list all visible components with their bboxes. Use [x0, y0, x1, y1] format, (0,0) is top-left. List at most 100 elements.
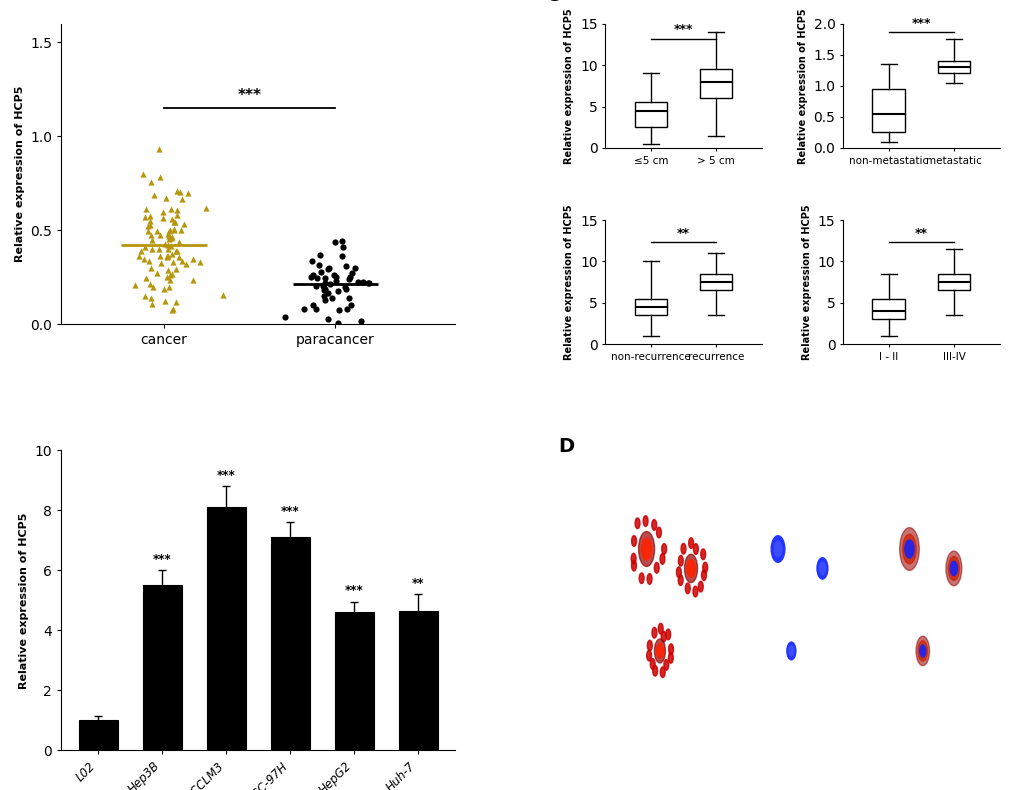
- Point: [311, 258, 327, 271]
- Point: [360, 276, 376, 289]
- Circle shape: [653, 562, 658, 574]
- Point: [152, 171, 168, 183]
- Point: [152, 250, 168, 262]
- Ellipse shape: [815, 557, 827, 580]
- Text: ***: ***: [344, 585, 364, 597]
- Ellipse shape: [918, 645, 925, 657]
- Point: [157, 238, 173, 250]
- Point: [313, 265, 329, 278]
- Circle shape: [638, 532, 654, 566]
- Point: [355, 275, 371, 288]
- Circle shape: [693, 544, 698, 555]
- Text: 50 μm: 50 μm: [687, 712, 705, 717]
- Text: D: D: [557, 437, 574, 456]
- Point: [305, 269, 321, 281]
- Circle shape: [681, 544, 685, 554]
- PathPatch shape: [871, 299, 904, 319]
- Point: [142, 214, 158, 227]
- Text: **: **: [914, 227, 927, 240]
- PathPatch shape: [871, 89, 904, 133]
- Circle shape: [631, 553, 636, 564]
- Circle shape: [702, 562, 707, 573]
- Point: [334, 250, 351, 263]
- Point: [320, 262, 336, 275]
- Point: [144, 234, 160, 246]
- Point: [308, 303, 324, 315]
- Circle shape: [899, 528, 918, 570]
- PathPatch shape: [699, 274, 732, 291]
- Circle shape: [678, 575, 683, 585]
- Point: [166, 216, 182, 228]
- Text: 50 μm: 50 μm: [818, 712, 836, 717]
- Text: C: C: [545, 0, 559, 6]
- Circle shape: [665, 629, 671, 640]
- Bar: [143, 585, 181, 750]
- Point: [140, 225, 156, 238]
- Point: [316, 293, 332, 306]
- Point: [316, 284, 332, 296]
- Point: [320, 261, 336, 274]
- Point: [142, 277, 158, 290]
- Point: [137, 290, 153, 303]
- Point: [144, 229, 160, 242]
- Point: [163, 231, 179, 244]
- Point: [160, 225, 176, 238]
- Point: [159, 250, 175, 263]
- Point: [144, 243, 160, 255]
- Point: [167, 263, 183, 276]
- Point: [146, 188, 162, 201]
- Circle shape: [902, 534, 915, 564]
- Point: [346, 261, 363, 274]
- Point: [164, 268, 180, 280]
- Point: [322, 278, 338, 291]
- Circle shape: [667, 644, 673, 655]
- Point: [152, 257, 168, 269]
- Point: [317, 283, 333, 295]
- Point: [139, 203, 155, 216]
- Y-axis label: Relative expression of HCP5: Relative expression of HCP5: [564, 8, 574, 164]
- Point: [158, 192, 174, 205]
- Circle shape: [700, 549, 705, 559]
- Point: [164, 256, 180, 269]
- Point: [159, 243, 175, 255]
- Circle shape: [676, 567, 681, 577]
- PathPatch shape: [699, 70, 732, 98]
- Y-axis label: Relative expression of HCP5: Relative expression of HCP5: [19, 512, 29, 689]
- Point: [308, 280, 324, 292]
- Point: [143, 292, 159, 304]
- PathPatch shape: [634, 299, 666, 315]
- Y-axis label: Relative expression of HCP5: Relative expression of HCP5: [564, 205, 574, 360]
- Point: [161, 230, 177, 243]
- Circle shape: [667, 653, 673, 663]
- Point: [160, 233, 176, 246]
- Point: [179, 186, 196, 199]
- Point: [337, 259, 354, 272]
- Text: Merge: Merge: [913, 483, 953, 494]
- Point: [192, 256, 208, 269]
- Circle shape: [945, 551, 961, 585]
- Point: [335, 241, 352, 254]
- Point: [340, 273, 357, 286]
- Point: [303, 270, 319, 283]
- Point: [164, 213, 180, 226]
- Circle shape: [657, 623, 662, 634]
- Text: ***: ***: [153, 553, 171, 566]
- Point: [330, 304, 346, 317]
- Point: [317, 277, 333, 290]
- Bar: [398, 611, 437, 750]
- Circle shape: [646, 650, 651, 661]
- Circle shape: [654, 639, 664, 663]
- Circle shape: [647, 640, 651, 651]
- Point: [339, 303, 356, 315]
- Circle shape: [639, 573, 643, 584]
- Text: **: **: [677, 227, 690, 240]
- Point: [143, 262, 159, 275]
- Point: [167, 216, 183, 228]
- Circle shape: [659, 554, 664, 564]
- Point: [151, 243, 167, 255]
- Ellipse shape: [818, 562, 825, 575]
- Point: [140, 220, 156, 232]
- Point: [142, 209, 158, 222]
- Bar: [271, 537, 309, 750]
- Point: [136, 253, 152, 265]
